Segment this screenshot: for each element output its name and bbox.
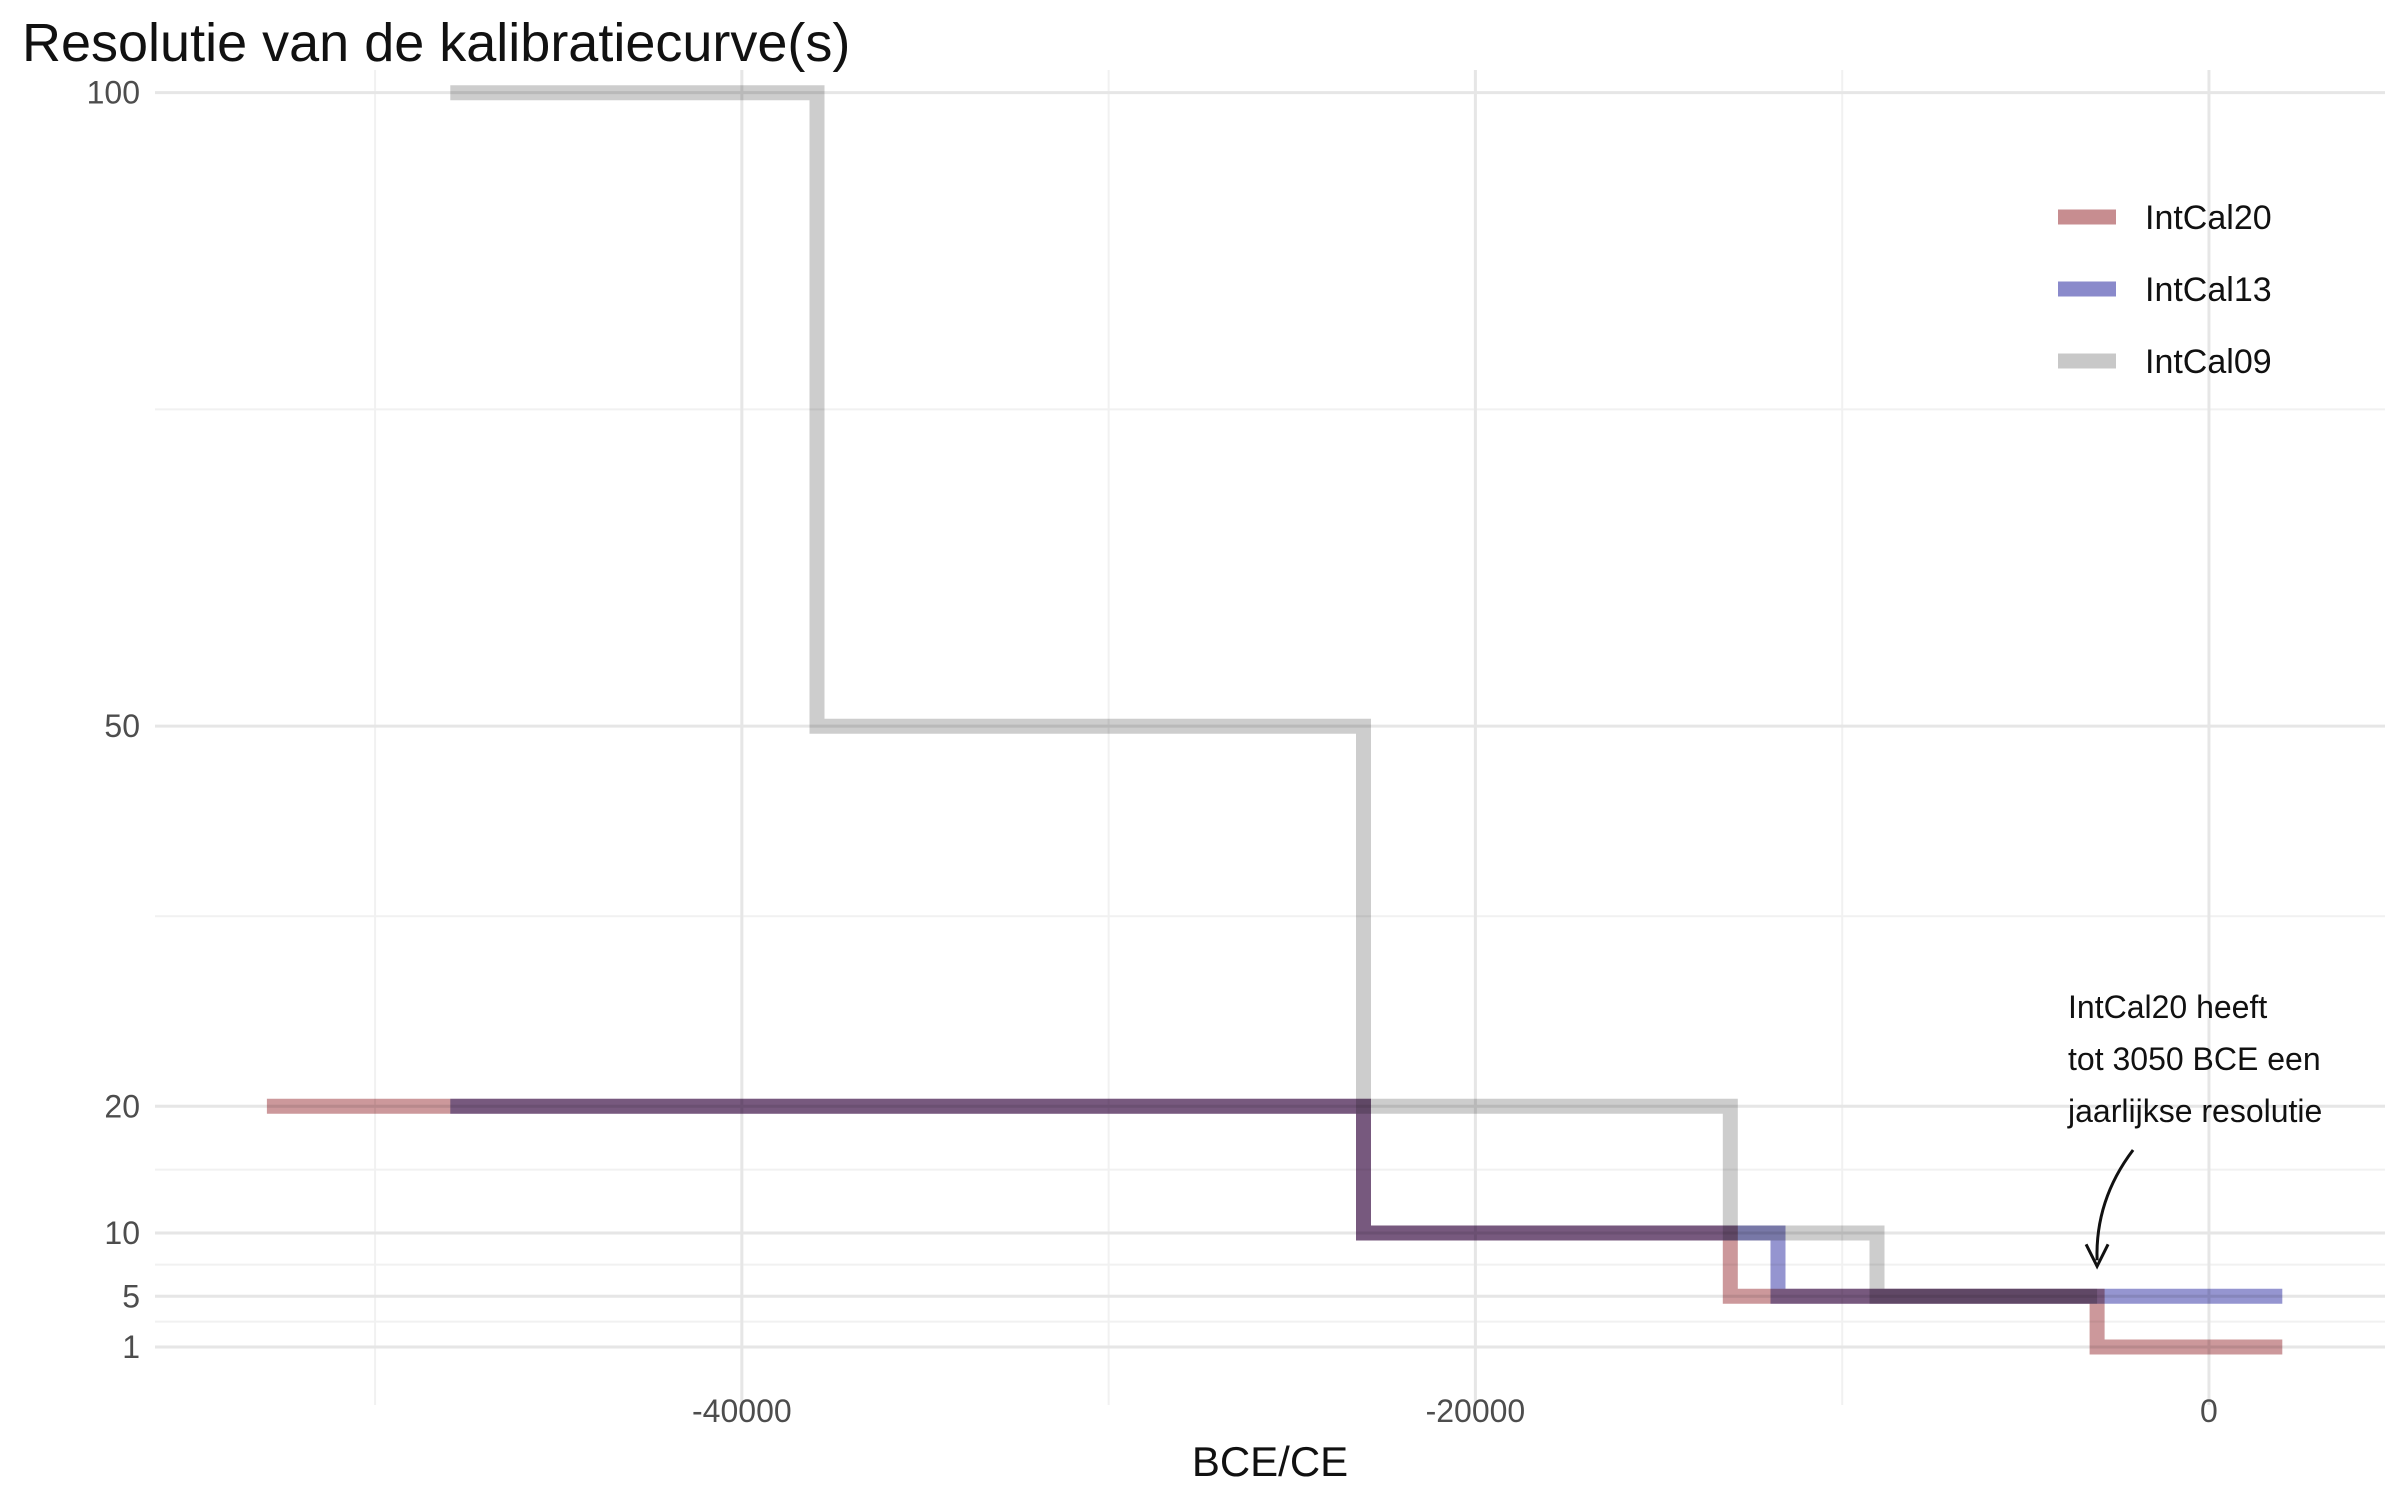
x-axis-ticks: -40000 -20000 0 [692,1393,2218,1429]
series-lines [266,85,2283,1355]
series-line-intcal09 [450,85,2098,1304]
annotation: IntCal20 heeft tot 3050 BCE een jaarlijkse… [2067,989,2322,1270]
annotation-arrow [2095,1149,2135,1261]
series-line-intcal20 [266,1098,2283,1355]
y-axis-ticks: 1 5 10 20 50 100 [87,75,140,1365]
y-tick-label: 5 [122,1278,140,1314]
y-tick-label: 10 [104,1215,140,1251]
legend-label-intcal13: IntCal13 [2145,271,2272,309]
y-tick-label: 1 [122,1329,140,1365]
x-tick-label: -20000 [1426,1393,1526,1429]
annotation-text-line: tot 3050 BCE een [2068,1041,2321,1077]
legend-label-intcal20: IntCal20 [2145,199,2272,237]
grid-lines [155,70,2385,1405]
legend-label-intcal09: IntCal09 [2145,343,2272,381]
chart-title: Resolutie van de kalibratiecurve(s) [22,13,851,73]
y-tick-label: 50 [104,708,140,744]
annotation-text-line: IntCal20 heeft [2068,989,2267,1025]
legend: IntCal20 IntCal13 IntCal09 [2058,199,2272,381]
x-axis-title: BCE/CE [1192,1438,1348,1485]
y-tick-label: 20 [104,1088,140,1124]
x-tick-label: -40000 [692,1393,792,1429]
annotation-text-line: jaarlijkse resolutie [2067,1093,2322,1129]
annotation-arrow-head [2084,1243,2110,1270]
x-tick-label: 0 [2200,1393,2218,1429]
y-tick-label: 100 [87,75,140,111]
